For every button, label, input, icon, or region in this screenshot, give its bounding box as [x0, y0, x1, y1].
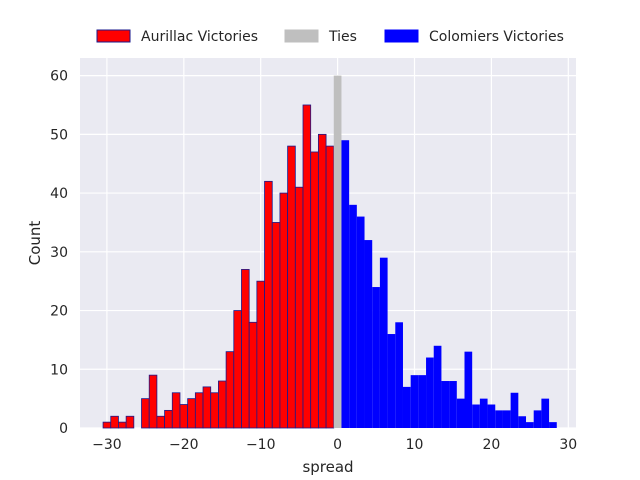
bar [349, 204, 357, 428]
bar [418, 375, 427, 428]
bar [426, 357, 434, 428]
y-tick-label: 60 [50, 69, 68, 85]
bar [379, 257, 388, 428]
y-axis-ticks: 0 10 20 30 40 50 60 [50, 69, 68, 437]
bar [441, 381, 450, 428]
bar [479, 398, 488, 428]
bar [510, 392, 519, 428]
x-axis-label: spread [302, 458, 353, 476]
x-tick-label: 0 [333, 437, 342, 453]
bar [341, 140, 350, 428]
bar [164, 409, 173, 429]
bar [294, 186, 304, 429]
bar [372, 287, 380, 428]
bar [187, 398, 196, 429]
bars [102, 75, 557, 429]
x-tick-label: −20 [169, 437, 199, 453]
bar [148, 374, 158, 429]
x-tick-label: 10 [406, 437, 424, 453]
bar [449, 381, 457, 428]
x-tick-label: 20 [482, 437, 500, 453]
bar [287, 145, 296, 429]
bar [279, 192, 289, 429]
bar [456, 398, 465, 428]
y-axis-label: Count [26, 221, 44, 266]
x-tick-label: −30 [92, 437, 122, 453]
legend-label: Ties [328, 29, 357, 45]
bar [495, 410, 503, 428]
bar [302, 104, 312, 429]
bar [356, 216, 365, 428]
bar [310, 151, 319, 429]
bar [125, 415, 135, 429]
bar [402, 386, 411, 428]
x-tick-label: −10 [246, 437, 276, 453]
bar [110, 415, 119, 429]
bar [233, 310, 242, 429]
legend-swatch [96, 29, 131, 43]
bar [102, 421, 112, 429]
bar [410, 375, 419, 428]
bar [271, 222, 281, 429]
legend: Aurillac Victories Ties Colomiers Victorie… [96, 29, 564, 45]
bar [325, 145, 335, 429]
bar [502, 410, 511, 428]
bar [241, 269, 250, 429]
x-axis-ticks: −30 −20 −10 0 10 20 30 [92, 437, 577, 453]
y-tick-label: 30 [50, 245, 68, 261]
y-tick-label: 40 [50, 186, 68, 202]
bar [487, 404, 496, 428]
y-tick-label: 20 [50, 304, 68, 320]
bar [387, 334, 396, 428]
bar [533, 410, 542, 428]
bar [118, 421, 127, 429]
bar [317, 133, 327, 429]
bar [210, 392, 219, 429]
x-tick-label: 30 [559, 437, 577, 453]
bar [218, 380, 227, 429]
legend-label: Colomiers Victories [429, 29, 564, 45]
bar [264, 180, 273, 429]
y-tick-label: 10 [50, 362, 68, 378]
bar [141, 398, 150, 429]
bar [464, 351, 473, 428]
bar [256, 280, 265, 429]
bar [395, 322, 403, 428]
bar [364, 240, 373, 428]
bar [179, 404, 189, 429]
bar [202, 386, 212, 429]
bar [194, 392, 204, 429]
bar [472, 404, 480, 428]
bar [333, 75, 342, 428]
bar [248, 321, 258, 429]
legend-swatch [384, 29, 419, 43]
bar [156, 415, 165, 429]
bar [171, 392, 181, 429]
legend-swatch [284, 29, 319, 43]
y-tick-label: 50 [50, 127, 68, 143]
y-tick-label: 0 [59, 421, 68, 437]
legend-label: Aurillac Victories [141, 29, 258, 45]
bar [518, 416, 527, 428]
bar [541, 398, 550, 428]
bar [549, 422, 557, 428]
bar [433, 345, 442, 428]
bar [526, 422, 534, 428]
bar [225, 351, 235, 429]
